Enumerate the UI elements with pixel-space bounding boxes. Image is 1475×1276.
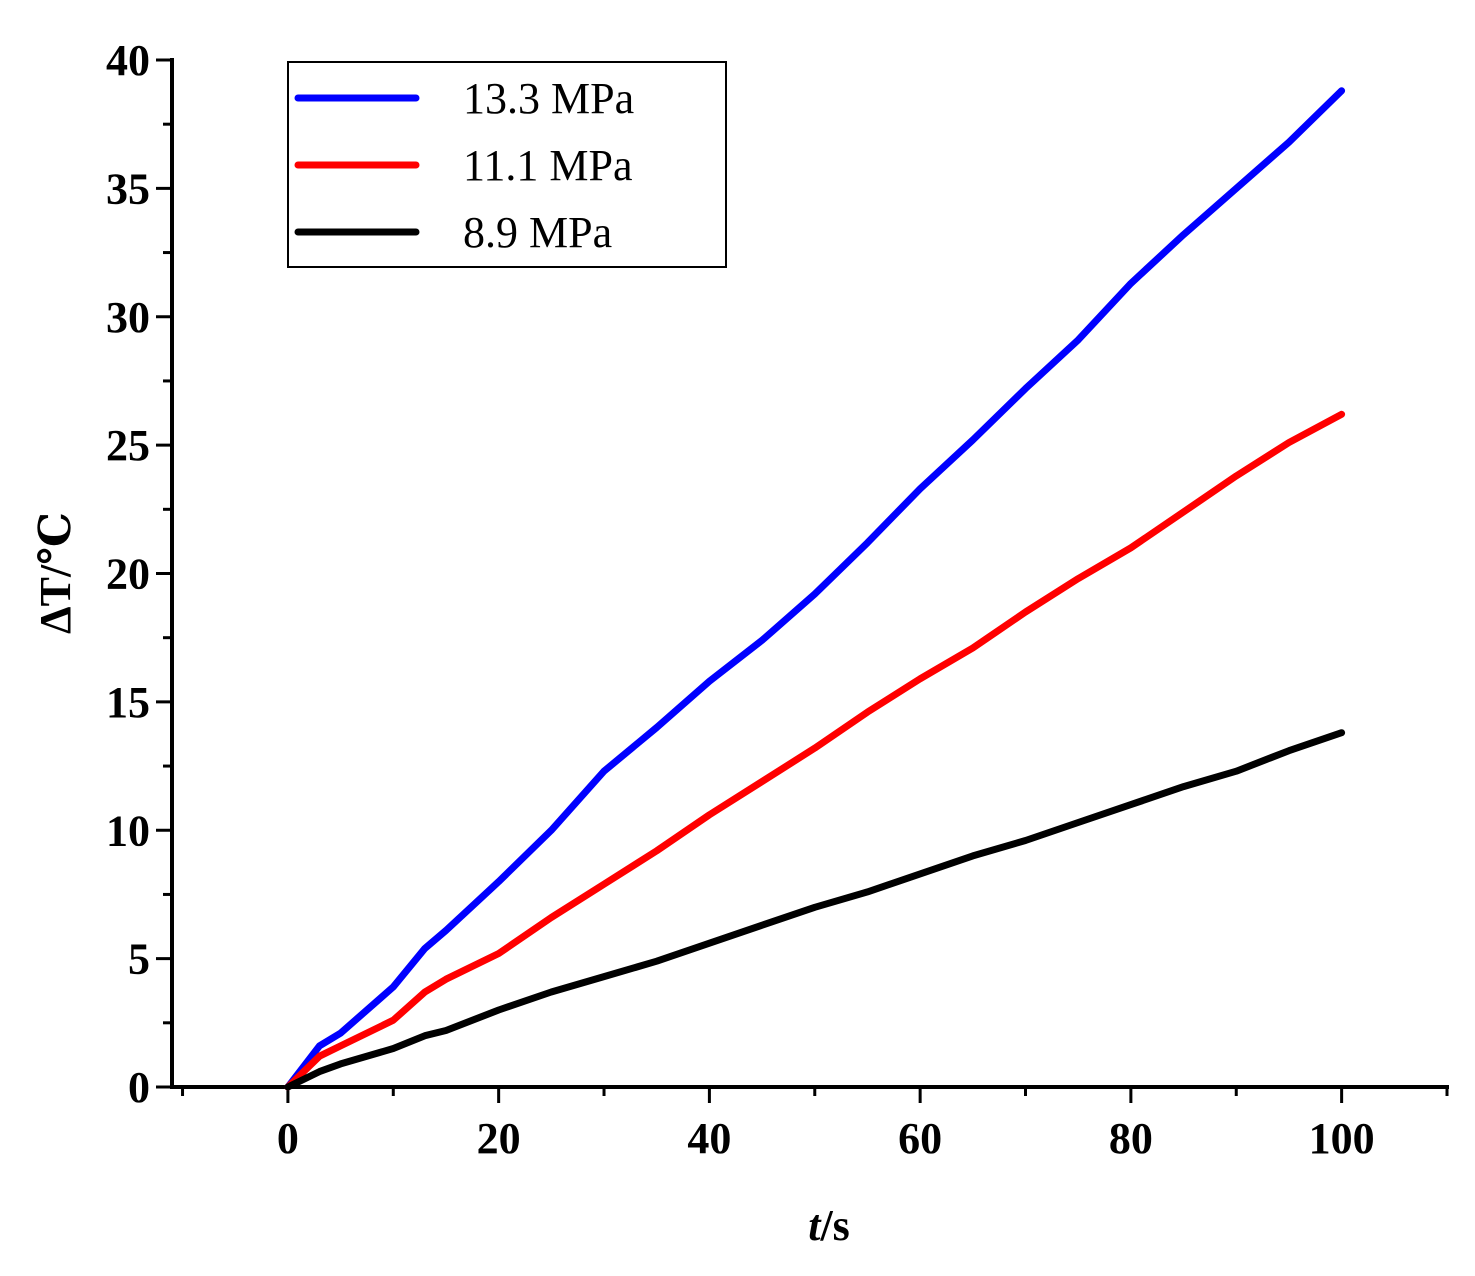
x-tick-label: 40 — [687, 1114, 731, 1163]
y-tick-label: 20 — [106, 550, 150, 599]
x-tick-label: 60 — [898, 1114, 942, 1163]
legend-items: 13.3 MPa 11.1 MPa 8.9 MPa — [294, 74, 634, 257]
y-axis-ticks: 0 5 10 15 20 25 30 35 40 — [106, 36, 172, 1112]
series-line-0 — [284, 87, 1346, 1091]
x-axis-title: t/s — [808, 1201, 850, 1250]
y-axis-title: ΔT/℃ — [31, 512, 80, 634]
y-tick-label: 10 — [106, 806, 150, 855]
legend-label-0: 13.3 MPa — [463, 74, 634, 123]
y-tick-label: 40 — [106, 36, 150, 85]
y-tick-label: 35 — [106, 164, 150, 213]
y-tick-label: 0 — [128, 1063, 150, 1112]
x-axis-ticks: 0 20 40 60 80 100 — [181, 1087, 1449, 1163]
series-line-1 — [284, 410, 1346, 1091]
legend-label-1: 11.1 MPa — [463, 141, 633, 190]
y-tick-label: 5 — [128, 935, 150, 984]
x-tick-label: 100 — [1309, 1114, 1375, 1163]
x-tick-label: 20 — [477, 1114, 521, 1163]
legend-label-2: 8.9 MPa — [463, 208, 612, 257]
x-axis-title-unit: /s — [819, 1201, 849, 1250]
legend: 13.3 MPa 11.1 MPa 8.9 MPa — [287, 61, 727, 268]
x-tick-label: 80 — [1109, 1114, 1153, 1163]
y-tick-label: 25 — [106, 421, 150, 470]
y-tick-label: 30 — [106, 293, 150, 342]
axes: 0 20 40 60 80 100 0 5 10 15 20 25 30 35 40 — [106, 36, 1449, 1163]
series-lines — [284, 87, 1346, 1091]
series-line-2 — [284, 729, 1346, 1091]
x-axis-title-variable: t — [808, 1201, 822, 1250]
x-tick-label: 0 — [277, 1114, 299, 1163]
y-tick-label: 15 — [106, 678, 150, 727]
